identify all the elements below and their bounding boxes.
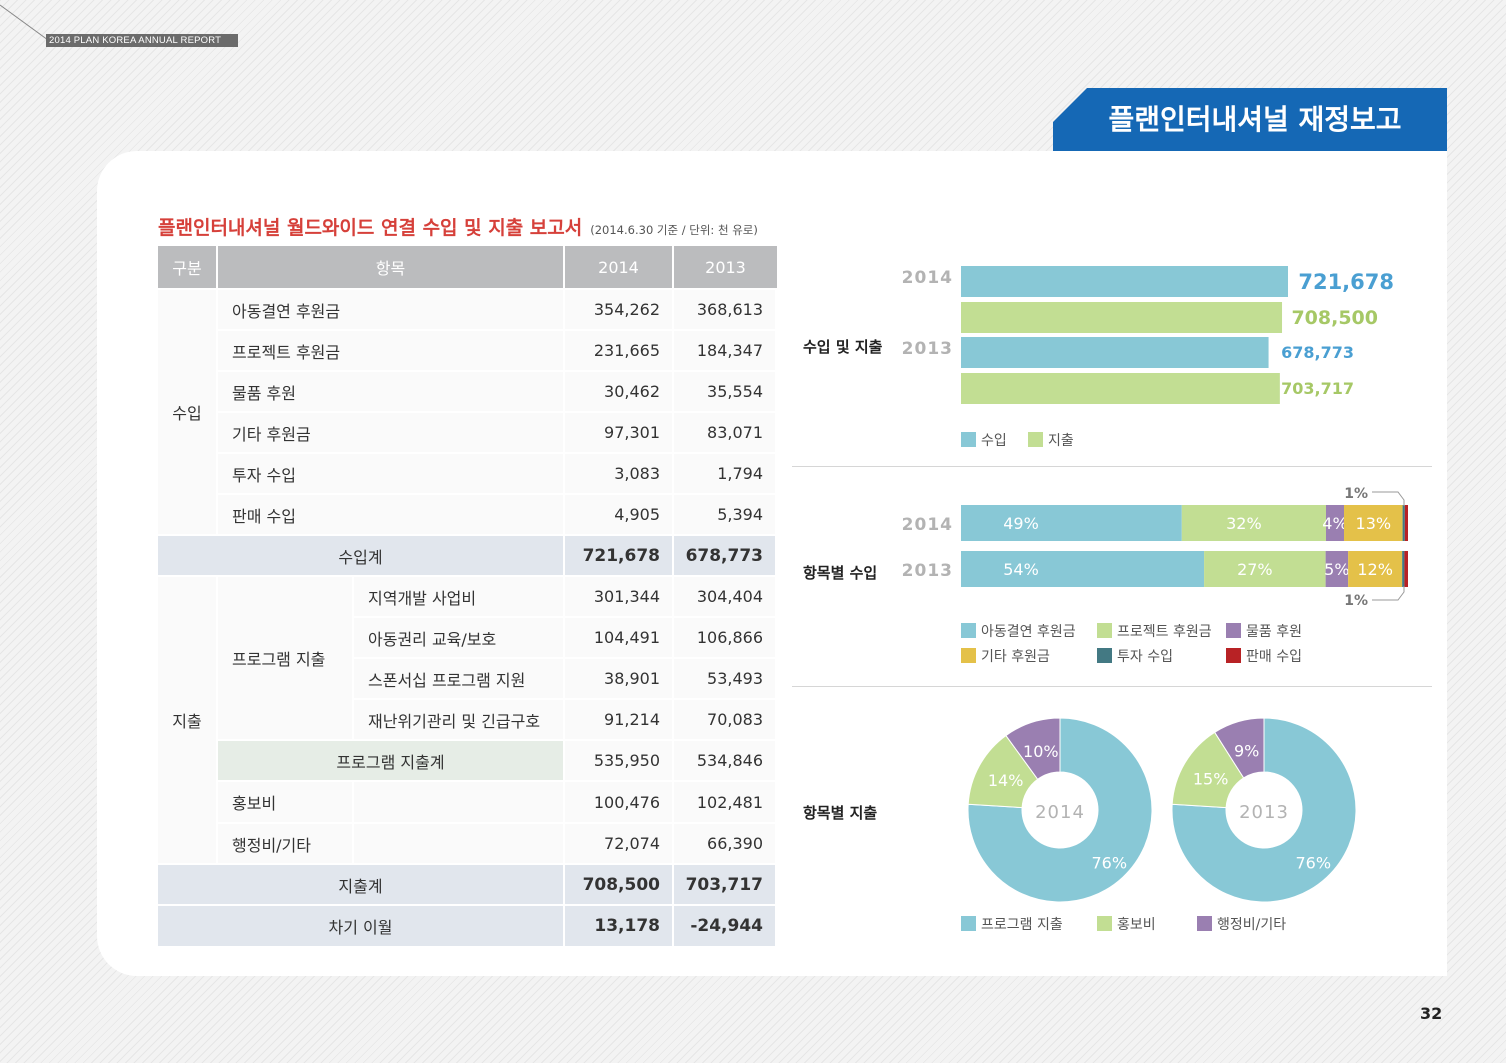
- program-total-2014: 535,950: [565, 741, 674, 782]
- table-row-value-2013: 1,794: [674, 454, 777, 495]
- table-row-value-2014: 91,214: [565, 700, 674, 741]
- table-row-item: 재난위기관리 및 긴급구호: [354, 700, 565, 741]
- income-group-label: 수입: [158, 290, 218, 536]
- header-category: 구분: [158, 246, 218, 290]
- table-row-empty: [354, 824, 565, 865]
- carryover-2013: -24,944: [674, 906, 777, 948]
- expense-total-label: 지출계: [158, 865, 565, 906]
- chart-divider: [792, 466, 1432, 467]
- corner-decoration: [0, 4, 49, 40]
- program-group-label: 프로그램 지출: [218, 577, 354, 741]
- income-total-label: 수입계: [158, 536, 565, 577]
- table-row-empty: [354, 782, 565, 824]
- table-row-item: 판매 수입: [218, 495, 565, 536]
- program-total-2013: 534,846: [674, 741, 777, 782]
- table-row-item: 물품 후원: [218, 372, 565, 413]
- table-row-value-2014: 104,491: [565, 618, 674, 659]
- income-total-2014: 721,678: [565, 536, 674, 577]
- page-title-banner: 플랜인터내셔널 재정보고: [1053, 88, 1447, 151]
- header-2014: 2014: [565, 246, 674, 290]
- section-subtitle: (2014.6.30 기준 / 단위: 천 유로): [590, 223, 758, 237]
- chart-divider: [792, 686, 1432, 687]
- table-row-item: 행정비/기타: [218, 824, 354, 865]
- table-row-value-2014: 30,462: [565, 372, 674, 413]
- table-row-value-2013: 304,404: [674, 577, 777, 618]
- section-title: 플랜인터내셔널 월드와이드 연결 수입 및 지출 보고서 (2014.6.30 기…: [158, 213, 758, 240]
- table-row-value-2013: 53,493: [674, 659, 777, 700]
- table-row-value-2013: 102,481: [674, 782, 777, 824]
- expense-total-2014: 708,500: [565, 865, 674, 906]
- table-row-value-2014: 301,344: [565, 577, 674, 618]
- chart-title-expense-by-item: 항목별 지출: [803, 804, 878, 822]
- chart-title-income-expense: 수입 및 지출: [803, 338, 883, 356]
- table-row-value-2014: 354,262: [565, 290, 674, 331]
- section-title-text: 플랜인터내셔널 월드와이드 연결 수입 및 지출 보고서: [158, 217, 583, 239]
- table-row-item: 홍보비: [218, 782, 354, 824]
- table-row-item: 프로젝트 후원금: [218, 331, 565, 372]
- table-row-value-2013: 70,083: [674, 700, 777, 741]
- table-row-value-2014: 231,665: [565, 331, 674, 372]
- table-row-item: 아동결연 후원금: [218, 290, 565, 331]
- report-label: 2014 PLAN KOREA ANNUAL REPORT: [46, 34, 238, 47]
- chart-title-income-by-item: 항목별 수입: [803, 564, 878, 582]
- table-row-value-2013: 83,071: [674, 413, 777, 454]
- table-row-value-2014: 100,476: [565, 782, 674, 824]
- page-number: 32: [1420, 1004, 1443, 1023]
- table-row-value-2013: 35,554: [674, 372, 777, 413]
- header-item: 항목: [218, 246, 565, 290]
- table-row-item: 투자 수입: [218, 454, 565, 495]
- table-row-value-2013: 184,347: [674, 331, 777, 372]
- table-row-value-2014: 72,074: [565, 824, 674, 865]
- header-2013: 2013: [674, 246, 777, 290]
- table-row-value-2013: 66,390: [674, 824, 777, 865]
- expense-total-2013: 703,717: [674, 865, 777, 906]
- table-row-item: 기타 후원금: [218, 413, 565, 454]
- expense-group-label: 지출: [158, 577, 218, 865]
- table-row-value-2014: 38,901: [565, 659, 674, 700]
- table-row-value-2014: 97,301: [565, 413, 674, 454]
- table-row-value-2014: 3,083: [565, 454, 674, 495]
- table-row-value-2013: 368,613: [674, 290, 777, 331]
- carryover-label: 차기 이월: [158, 906, 565, 948]
- table-row-item: 지역개발 사업비: [354, 577, 565, 618]
- table-row-value-2013: 106,866: [674, 618, 777, 659]
- program-total-label: 프로그램 지출계: [218, 741, 565, 782]
- income-total-2013: 678,773: [674, 536, 777, 577]
- table-row-value-2014: 4,905: [565, 495, 674, 536]
- table-row-item: 스폰서십 프로그램 지원: [354, 659, 565, 700]
- table-row-item: 아동권리 교육/보호: [354, 618, 565, 659]
- carryover-2014: 13,178: [565, 906, 674, 948]
- table-row-value-2013: 5,394: [674, 495, 777, 536]
